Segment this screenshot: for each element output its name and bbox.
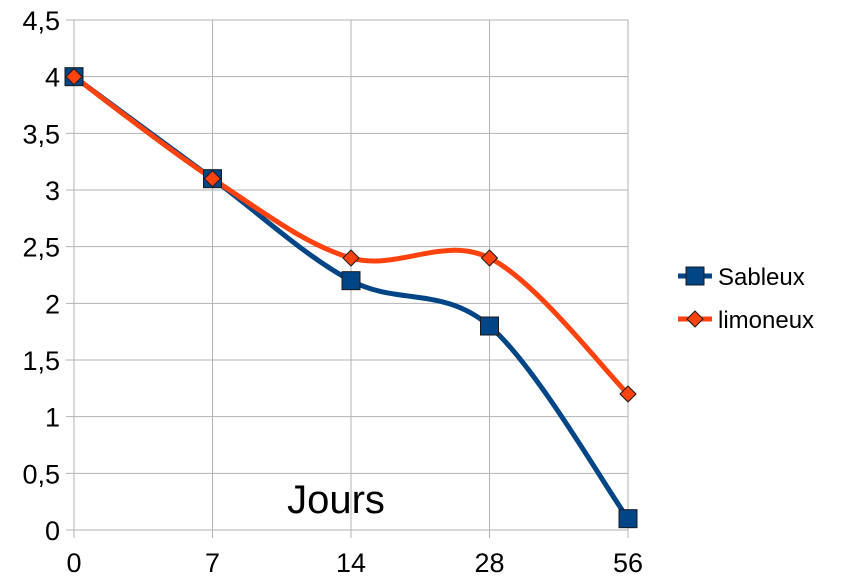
legend-label-sableux: Sableux: [718, 264, 805, 291]
y-tick-label: 4,5: [22, 6, 60, 36]
x-tick-label: 28: [474, 548, 504, 578]
x-tick-label: 7: [205, 548, 220, 578]
axes: [73, 20, 628, 531]
legend: Sableux limoneux: [678, 264, 814, 334]
data-point-sableux: [341, 271, 361, 291]
data-point-limoneux: [342, 249, 360, 267]
y-axis-ticks: 0 0,5 1 1,5 2 2,5 3 3,5 4 4,5: [22, 6, 60, 546]
y-tick-label: 2,5: [22, 233, 60, 263]
legend-label-limoneux: limoneux: [718, 307, 814, 334]
y-tick-label: 4: [45, 63, 60, 93]
legend-marker: [686, 310, 704, 328]
data-point-limoneux: [65, 67, 83, 86]
data-point-limoneux: [619, 385, 637, 403]
y-tick-label: 1: [45, 403, 60, 433]
data-point-limoneux: [480, 249, 499, 267]
x-axis-ticks: 0 7 14 28 56: [66, 548, 643, 578]
legend-marker: [685, 266, 705, 286]
chart-annotation: Jours: [287, 478, 385, 522]
y-tick-label: 3,5: [22, 119, 60, 149]
data-point-limoneux: [203, 169, 222, 188]
y-tick-label: 2: [45, 289, 60, 319]
data-point-sableux: [480, 316, 499, 336]
x-tick-label: 14: [336, 548, 366, 578]
y-tick-label: 1,5: [22, 346, 60, 376]
series-group: [64, 67, 638, 529]
y-tick-label: 3: [45, 176, 60, 206]
x-tick-label: 56: [613, 548, 643, 578]
x-tick-label: 0: [66, 548, 81, 578]
y-tick-label: 0: [45, 516, 60, 546]
data-point-sableux: [618, 509, 638, 529]
y-tick-label: 0,5: [22, 459, 60, 489]
